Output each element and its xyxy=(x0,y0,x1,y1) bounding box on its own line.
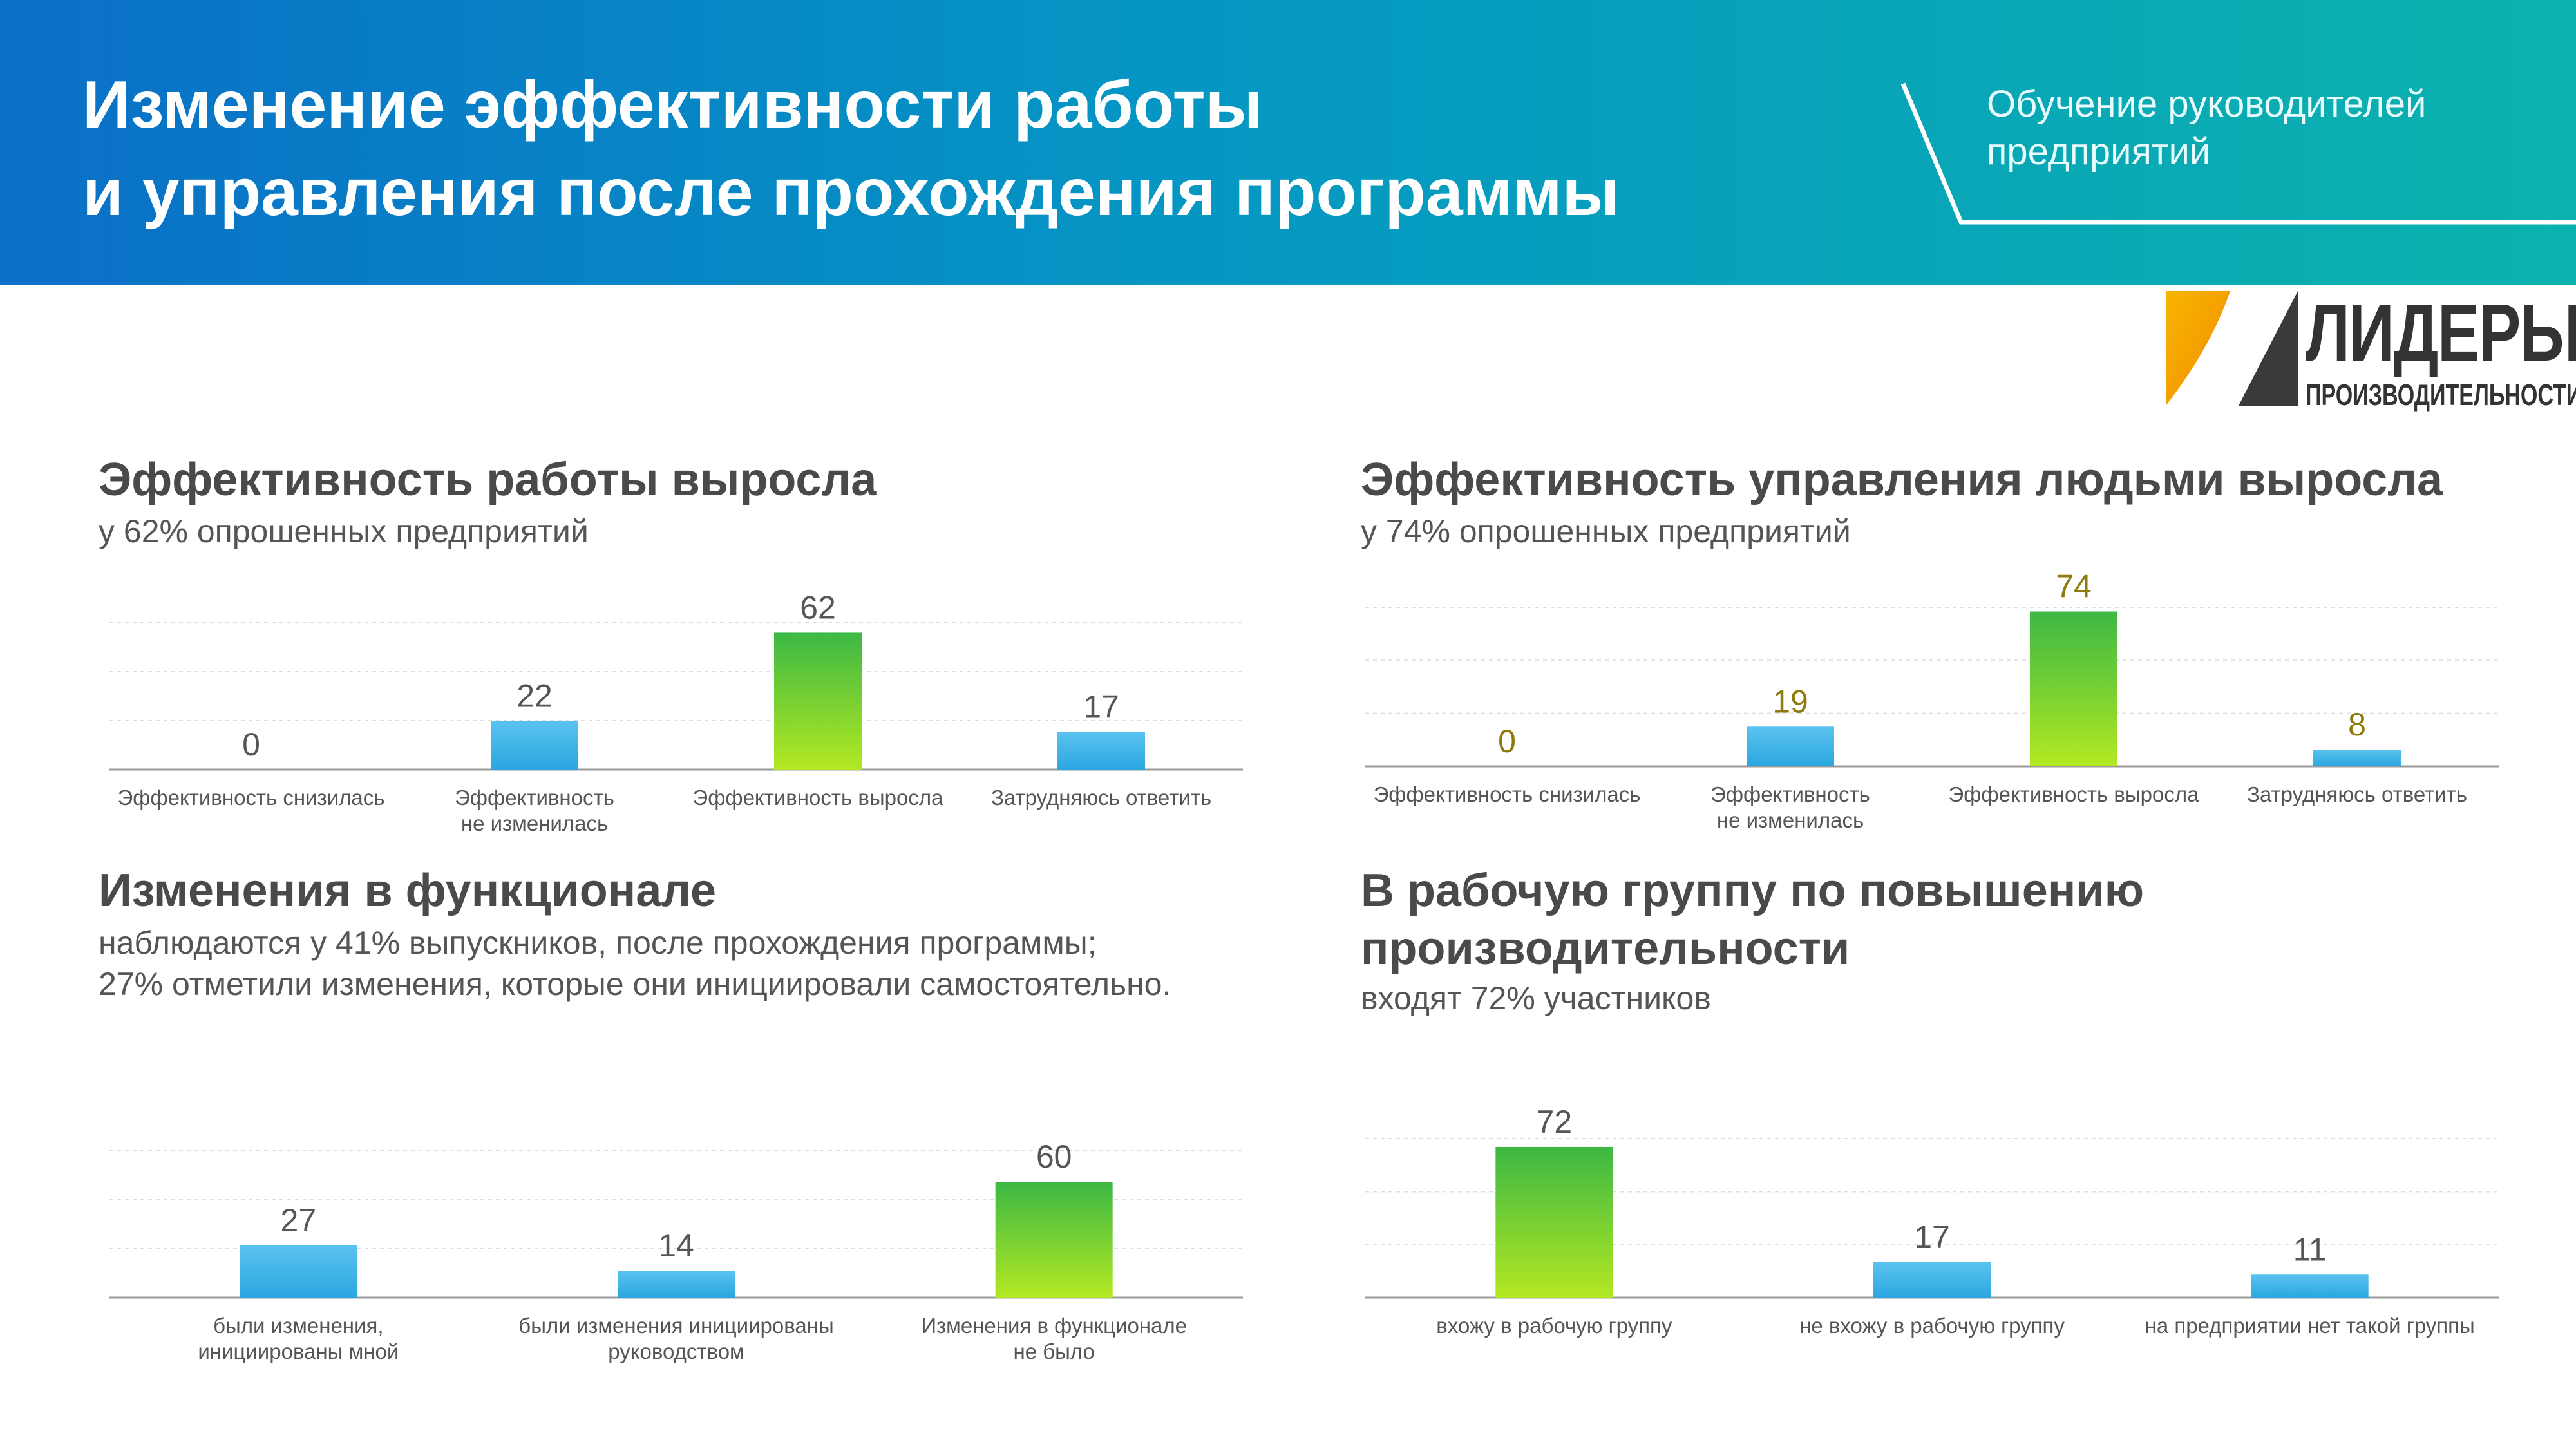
panel-3-subtitle-line: наблюдаются у 41% выпускников, после про… xyxy=(99,925,1097,961)
category-label: не было xyxy=(1013,1340,1094,1363)
page-title: Изменение эффективности работы и управле… xyxy=(82,61,1821,236)
brand-logo: ЛИДЕРЫ ПРОИЗВОДИТЕЛЬНОСТИ xyxy=(2163,287,2576,412)
data-label: 17 xyxy=(1083,689,1119,725)
category-label: Эффективность выросла xyxy=(693,786,944,810)
panel-3-title-line: Изменения в функционале xyxy=(99,865,717,916)
page-title-line: Изменение эффективности работы xyxy=(82,68,1263,142)
category-label: вхожу в рабочую группу xyxy=(1436,1314,1672,1338)
panel-4-subtitle-line: входят 72% участников xyxy=(1361,980,1711,1016)
logo-mark-icon xyxy=(2166,291,2298,406)
bar xyxy=(995,1182,1113,1298)
panel-1-subtitle: у 62% опрошенных предприятий xyxy=(99,511,589,552)
bar xyxy=(774,632,862,770)
category-label: были изменения инициированы xyxy=(518,1314,833,1338)
header-banner: Изменение эффективности работы и управле… xyxy=(0,0,2576,285)
bar xyxy=(491,721,578,770)
data-label: 62 xyxy=(800,589,836,625)
bar xyxy=(240,1245,357,1298)
logo-text-main: ЛИДЕРЫ xyxy=(2306,287,2576,378)
category-label: на предприятии нет такой группы xyxy=(2145,1314,2475,1338)
panel-1-title-line: Эффективность работы выросла xyxy=(99,454,877,506)
category-label: не вхожу в рабочую группу xyxy=(1799,1314,2065,1338)
bar xyxy=(2030,611,2117,766)
header-subtitle-line: предприятий xyxy=(1987,131,2211,173)
panel-1-subtitle-line: у 62% опрошенных предприятий xyxy=(99,513,589,549)
data-label: 11 xyxy=(2293,1231,2327,1267)
category-label: инициированы мной xyxy=(198,1340,399,1363)
bar xyxy=(618,1271,735,1298)
header-divider-line xyxy=(1900,82,2576,225)
category-label: Затрудняюсь ответить xyxy=(2247,782,2467,806)
chart-work-efficiency: 0 Эффективность снизилась 22 Эффективностьн… xyxy=(109,589,1243,835)
panel-4-subtitle: входят 72% участников xyxy=(1361,978,1711,1019)
bar xyxy=(1873,1262,1991,1298)
bar xyxy=(1495,1147,1613,1298)
page-title-line: и управления после прохождения программы xyxy=(82,155,1620,230)
category-label: Изменения в функционале xyxy=(921,1314,1187,1338)
panel-3-subtitle-line: 27% отметили изменения, которые они иниц… xyxy=(99,966,1171,1002)
chart-people-management: 0 Эффективность снизилась 19 Эффективностьн… xyxy=(1365,569,2499,832)
data-label: 74 xyxy=(2056,569,2092,605)
header-subtitle-line: Обучение руководителей xyxy=(1987,83,2427,125)
data-label: 19 xyxy=(1772,683,1808,719)
category-label: были изменения, xyxy=(213,1314,383,1338)
chart-functional-changes: 27 были изменения,инициированы мной 14 были… xyxy=(109,1139,1243,1363)
header-subtitle: Обучение руководителей предприятий xyxy=(1987,80,2426,176)
panel-2-title: Эффективность управления людьми выросла xyxy=(1361,451,2443,509)
panel-4-title-line: производительности xyxy=(1361,923,1850,974)
bar xyxy=(2251,1274,2369,1298)
panel-1-title: Эффективность работы выросла xyxy=(99,451,876,509)
panel-3-title: Изменения в функционале xyxy=(99,862,716,920)
data-label: 27 xyxy=(281,1202,317,1238)
category-label: не изменилась xyxy=(461,811,608,835)
chart-working-group: 72 вхожу в рабочую группу 17 не вхожу в раб… xyxy=(1365,1104,2499,1338)
logo-text-sub: ПРОИЗВОДИТЕЛЬНОСТИ xyxy=(2306,378,2576,412)
data-label: 22 xyxy=(516,678,553,714)
panel-4-title: В рабочую группу по повышению производит… xyxy=(1361,862,2144,978)
category-label: руководством xyxy=(608,1340,744,1363)
category-label: Эффективность снизилась xyxy=(1374,782,1641,806)
panel-2-subtitle: у 74% опрошенных предприятий xyxy=(1361,511,1851,552)
panel-4-title-line: В рабочую группу по повышению xyxy=(1361,865,2145,916)
data-label: 0 xyxy=(242,726,260,762)
category-label: не изменилась xyxy=(1717,808,1864,832)
category-label: Эффективность снизилась xyxy=(118,786,385,810)
category-label: Эффективность xyxy=(1710,782,1870,806)
data-label: 72 xyxy=(1537,1104,1573,1140)
bar xyxy=(1747,726,1834,766)
category-label: Затрудняюсь ответить xyxy=(991,786,1211,810)
data-label: 0 xyxy=(1498,723,1516,759)
category-label: Эффективность выросла xyxy=(1949,782,2200,806)
bar xyxy=(2313,750,2401,766)
bar xyxy=(1057,732,1145,770)
panel-2-subtitle-line: у 74% опрошенных предприятий xyxy=(1361,513,1851,549)
data-label: 17 xyxy=(1914,1219,1950,1255)
category-label: Эффективность xyxy=(455,786,614,810)
data-label: 14 xyxy=(658,1227,694,1264)
panel-3-subtitle: наблюдаются у 41% выпускников, после про… xyxy=(99,922,1171,1005)
panel-2-title-line: Эффективность управления людьми выросла xyxy=(1361,454,2443,506)
data-label: 8 xyxy=(2348,706,2366,743)
data-label: 60 xyxy=(1036,1139,1072,1175)
